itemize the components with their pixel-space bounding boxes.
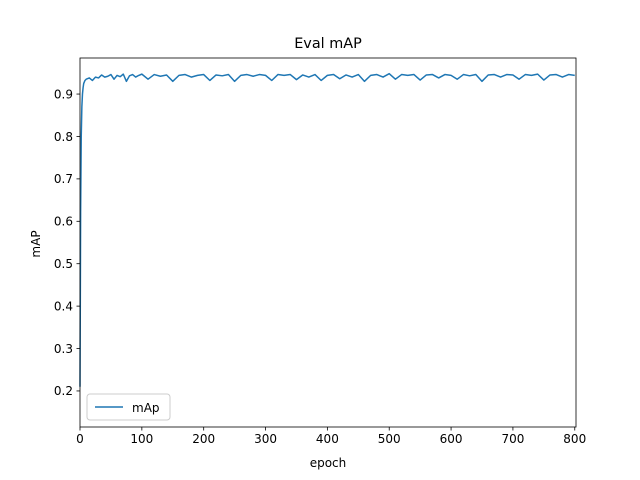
y-tick-label: 0.6 [54,215,73,229]
x-tick-label: 300 [254,432,277,446]
x-tick-label: 800 [563,432,586,446]
legend-box [86,393,171,421]
legend: mAp [86,393,171,421]
x-tick-label: 700 [501,432,524,446]
y-tick-label: 0.3 [54,342,73,356]
y-axis-label: mAP [29,230,43,257]
x-tick-label: 0 [76,432,84,446]
y-axis-ticks: 0.2 0.3 0.4 0.5 0.6 0.7 0.8 0.9 [54,87,80,398]
y-tick-label: 0.7 [54,172,73,186]
y-tick-label: 0.5 [54,257,73,271]
y-tick-label: 0.8 [54,130,73,144]
x-tick-label: 400 [316,432,339,446]
x-tick-label: 200 [192,432,215,446]
plot-frame [79,57,577,428]
chart-title: Eval mAP [294,36,362,52]
series-line-map [79,72,575,387]
legend-label: mAp [132,401,160,415]
x-axis-label: epoch [310,456,347,470]
x-tick-label: 500 [378,432,401,446]
plot-area [79,72,575,387]
x-tick-label: 600 [440,432,463,446]
x-axis-ticks: 0 100 200 300 400 500 600 700 800 [76,427,586,446]
x-tick-label: 100 [130,432,153,446]
y-tick-label: 0.2 [54,384,73,398]
y-tick-label: 0.4 [54,299,73,313]
y-tick-label: 0.9 [54,87,73,101]
